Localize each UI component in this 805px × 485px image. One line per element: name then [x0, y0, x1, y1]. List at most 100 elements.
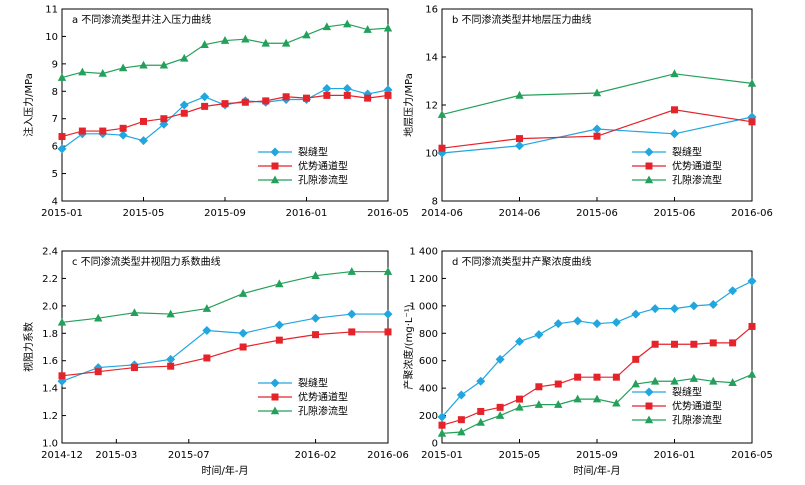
data-point [159, 60, 169, 69]
legend-marker [270, 378, 280, 388]
data-point [477, 407, 485, 415]
data-point [57, 73, 67, 81]
data-point [553, 319, 563, 329]
data-point [515, 337, 524, 347]
y-axis-label-d: 产聚浓度/(mg·L⁻¹) [402, 304, 415, 389]
series-c-1 [58, 328, 392, 380]
legend-marker [644, 175, 654, 184]
data-point [574, 373, 582, 381]
data-point [203, 354, 211, 362]
y-tick-label-d: 600 [419, 356, 438, 367]
y-tick-label-c: 2.0 [42, 301, 58, 312]
data-point [140, 117, 147, 125]
chart-panel-d: 0 200 400 600 800 1 000 1 200 1 400 2015-01 2015-… [402, 247, 773, 478]
data-point [383, 267, 393, 275]
data-point [94, 313, 103, 322]
data-point [593, 132, 601, 140]
y-tick-label-c: 2.4 [42, 247, 58, 258]
data-point [180, 109, 188, 117]
data-point [632, 355, 640, 363]
data-point [238, 328, 248, 338]
plot-frame-d [441, 250, 753, 444]
y-tick-label-b: 16 [425, 5, 438, 16]
data-point [282, 93, 290, 101]
data-point [670, 69, 679, 78]
y-tick-label-d: 800 [419, 329, 438, 340]
x-tick-label-d: 2016-05 [731, 450, 773, 461]
y-tick-label-a: 8 [52, 87, 58, 98]
data-point [118, 130, 128, 140]
data-point [241, 34, 250, 43]
data-point [139, 136, 148, 146]
data-point [534, 400, 544, 408]
data-point [98, 68, 107, 77]
data-point [728, 286, 738, 296]
data-point [58, 133, 66, 141]
data-point [139, 60, 148, 69]
data-point [201, 102, 209, 110]
legend-label: 裂缝型 [298, 146, 328, 159]
data-point [343, 19, 352, 28]
series-b-1 [438, 106, 756, 152]
y-tick-label-b: 14 [425, 53, 438, 64]
legend-marker [645, 162, 653, 170]
data-point [281, 38, 291, 47]
data-point [535, 383, 543, 391]
data-point [347, 267, 356, 275]
data-point [322, 84, 332, 94]
data-point [670, 304, 679, 314]
x-tick-label-d: 2015-09 [576, 450, 618, 461]
data-point [515, 90, 524, 99]
data-point [747, 369, 757, 378]
data-point [221, 100, 229, 108]
data-point [57, 144, 67, 154]
data-point [438, 144, 446, 152]
x-tick-label-d: 2015-01 [421, 450, 463, 461]
data-point [671, 106, 678, 114]
data-point [302, 30, 311, 39]
y-tick-label-c: 2.2 [42, 274, 58, 285]
y-tick-label-a: 10 [45, 32, 58, 43]
data-point [94, 368, 102, 376]
data-point [364, 94, 372, 102]
y-tick-label-d: 200 [419, 411, 438, 422]
data-point [573, 316, 583, 326]
data-point [670, 376, 679, 385]
chart-panel-a: 4 5 6 7 8 9 10 11 2015-01 2015-05 2015-09 2016-01 20… [22, 5, 409, 220]
data-point [311, 313, 321, 323]
data-point [516, 135, 523, 143]
legend-marker [270, 406, 280, 415]
data-point [347, 309, 357, 319]
x-tick-label-a: 2015-09 [204, 208, 246, 219]
legend-label: 孔隙渗流型 [672, 174, 722, 187]
chart-title-a: a 不同渗流类型井注入压力曲线 [72, 13, 211, 26]
series-line [61, 313, 388, 382]
data-point [592, 319, 602, 329]
data-point [476, 417, 485, 426]
legend-marker [644, 147, 654, 157]
y-tick-label-c: 1.0 [42, 439, 58, 450]
series-line [61, 270, 388, 323]
data-point [160, 115, 168, 123]
data-point [220, 36, 230, 44]
x-tick-label-d: 2016-01 [654, 450, 696, 461]
y-tick-label-d: 1 400 [409, 247, 438, 258]
data-point [690, 340, 698, 348]
data-point [612, 373, 620, 381]
data-point [274, 320, 284, 330]
data-point [238, 289, 248, 297]
data-point [200, 92, 210, 102]
legend-marker [644, 387, 654, 397]
data-point [180, 53, 189, 62]
y-tick-label-d: 1 000 [409, 301, 438, 312]
data-point [708, 299, 718, 309]
x-tick-label-d: 2015-05 [499, 450, 541, 461]
chart-panel-c: 1.0 1.2 1.4 1.6 1.8 2.0 2.2 2.4 2014-12 2015-03 20… [22, 247, 409, 478]
data-point [166, 354, 176, 364]
y-tick-label-b: 8 [432, 197, 438, 208]
data-point [457, 427, 466, 436]
data-point [437, 110, 447, 118]
